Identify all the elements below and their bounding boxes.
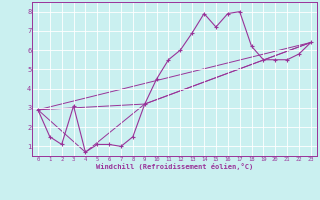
X-axis label: Windchill (Refroidissement éolien,°C): Windchill (Refroidissement éolien,°C) xyxy=(96,163,253,170)
